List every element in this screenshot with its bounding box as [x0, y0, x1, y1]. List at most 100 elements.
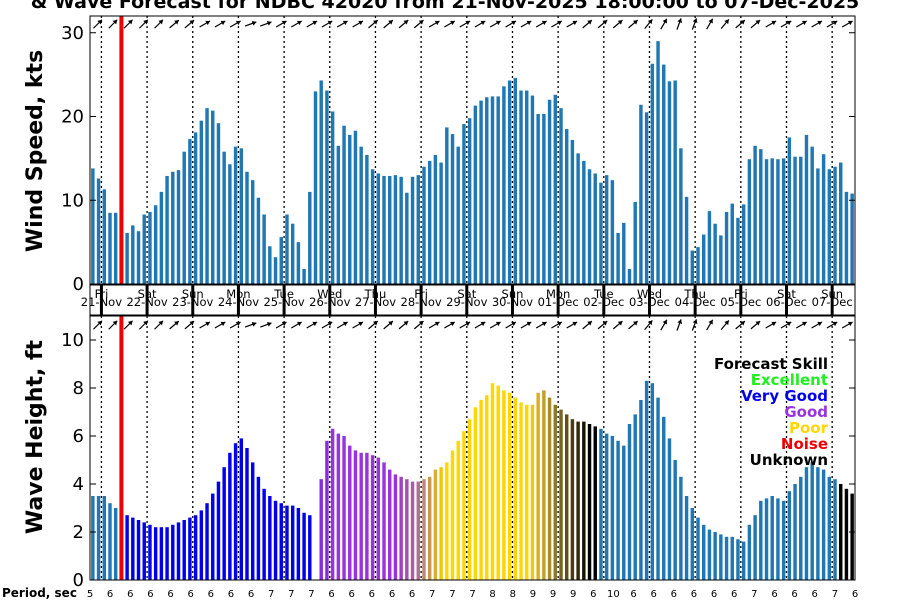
wave-bar	[593, 426, 597, 580]
day-date-label: 28-Nov	[401, 295, 442, 309]
wave-frame	[89, 315, 856, 581]
wind-direction-arrow	[229, 20, 241, 28]
wave-bar	[188, 517, 192, 580]
wind-arrow-head	[235, 20, 241, 26]
wind-bar	[370, 169, 375, 284]
wind-direction-arrow	[489, 20, 501, 28]
wave-bar	[702, 524, 706, 580]
period-tick-label: 9	[530, 589, 536, 600]
wave-bar	[736, 539, 740, 580]
wind-bar	[622, 222, 626, 284]
wind-direction-arrow	[398, 19, 409, 29]
wind-arrow-head	[127, 19, 133, 25]
wind-arrow-head	[633, 20, 638, 25]
wind-arrow-head	[771, 20, 777, 26]
wind-direction-arrow	[321, 20, 333, 28]
wind-direction-arrow	[413, 19, 424, 29]
legend-item: Excellent	[751, 371, 828, 389]
wave-bar	[182, 520, 186, 580]
wind-arrow-head	[434, 20, 440, 26]
wave-bar	[582, 421, 586, 580]
wave-bar	[799, 476, 803, 580]
wind-arrow-head	[511, 20, 516, 26]
wind-arrow-head	[541, 20, 547, 26]
wave-direction-arrow	[275, 321, 287, 329]
wave-bar	[382, 462, 386, 580]
wave-direction-arrow	[520, 321, 532, 329]
wave-bar	[433, 469, 438, 580]
wave-bar	[233, 443, 238, 580]
period-tick-label: 6	[248, 589, 254, 600]
wind-bar	[462, 124, 466, 284]
wind-arrow-head	[189, 20, 195, 25]
wind-bar	[547, 99, 552, 284]
wind-arrow-head	[647, 19, 653, 25]
wave-bar	[787, 491, 792, 580]
wave-direction-arrow	[260, 321, 272, 328]
day-date-label: 24-Nov	[218, 295, 259, 309]
wave-direction-arrow	[796, 321, 807, 329]
wave-bar	[525, 404, 529, 580]
wave-bar	[667, 438, 672, 580]
wave-bar	[148, 524, 152, 580]
wave-bar	[250, 462, 255, 580]
wind-arrow-head	[143, 19, 148, 25]
wind-bar	[844, 191, 849, 285]
wind-bar	[296, 242, 301, 285]
wind-direction-arrow	[628, 19, 639, 29]
wind-bar	[713, 223, 717, 284]
wave-bar	[228, 452, 232, 580]
wind-bar	[627, 268, 632, 284]
wind-bar	[245, 171, 249, 284]
wave-direction-arrow	[398, 320, 409, 330]
wave-bar	[719, 534, 723, 580]
period-tick-label: 7	[449, 589, 455, 600]
period-tick-label: 6	[691, 589, 697, 600]
day-date-label: 26-Nov	[309, 295, 350, 309]
wind-direction-arrow	[505, 20, 517, 28]
period-tick-label: 7	[308, 589, 314, 600]
wind-direction-arrow	[841, 20, 853, 28]
wave-direction-arrow	[811, 321, 823, 329]
wave-bar	[741, 541, 746, 580]
wave-arrow-head	[847, 321, 853, 327]
wave-arrow-head	[465, 321, 471, 327]
wind-bar	[644, 112, 649, 284]
wave-bar	[673, 460, 677, 580]
wave-bar	[462, 431, 466, 580]
period-tick-label: 7	[268, 589, 274, 600]
wave-direction-arrow	[459, 321, 471, 329]
wind-bar	[827, 169, 832, 284]
wind-bar	[730, 203, 734, 284]
wave-arrow-head	[373, 321, 378, 326]
wave-arrow-head	[541, 321, 547, 327]
wind-arrow-head	[817, 20, 822, 26]
day-of-week-label: Thu	[364, 287, 387, 301]
wave-direction-arrow	[123, 320, 133, 330]
wind-arrow-head	[296, 20, 302, 26]
wave-bar	[131, 517, 135, 580]
period-tick-label: 6	[731, 589, 737, 600]
wind-arrow-head	[708, 18, 713, 24]
wind-bar	[536, 113, 540, 285]
wind-direction-arrow	[660, 18, 668, 30]
wind-bar	[702, 234, 706, 284]
wind-bar	[365, 155, 369, 284]
wind-bar	[239, 148, 243, 284]
day-of-week-label: Sat	[457, 287, 476, 301]
wind-arrow-head	[677, 18, 683, 23]
wave-bar	[239, 438, 243, 580]
wave-bar	[496, 385, 500, 580]
wave-bar	[308, 515, 312, 580]
wave-arrow-head	[174, 321, 179, 326]
wave-bar	[325, 440, 329, 580]
wind-direction-arrow	[520, 20, 532, 28]
period-tick-label: 6	[791, 589, 797, 600]
wave-bar	[604, 433, 609, 580]
wind-direction-arrow	[154, 19, 164, 29]
legend-title: Forecast Skill	[714, 355, 828, 373]
wave-bar	[205, 503, 209, 580]
wave-bar	[547, 397, 552, 580]
wind-direction-arrow	[108, 19, 118, 29]
wind-bar	[290, 223, 295, 284]
